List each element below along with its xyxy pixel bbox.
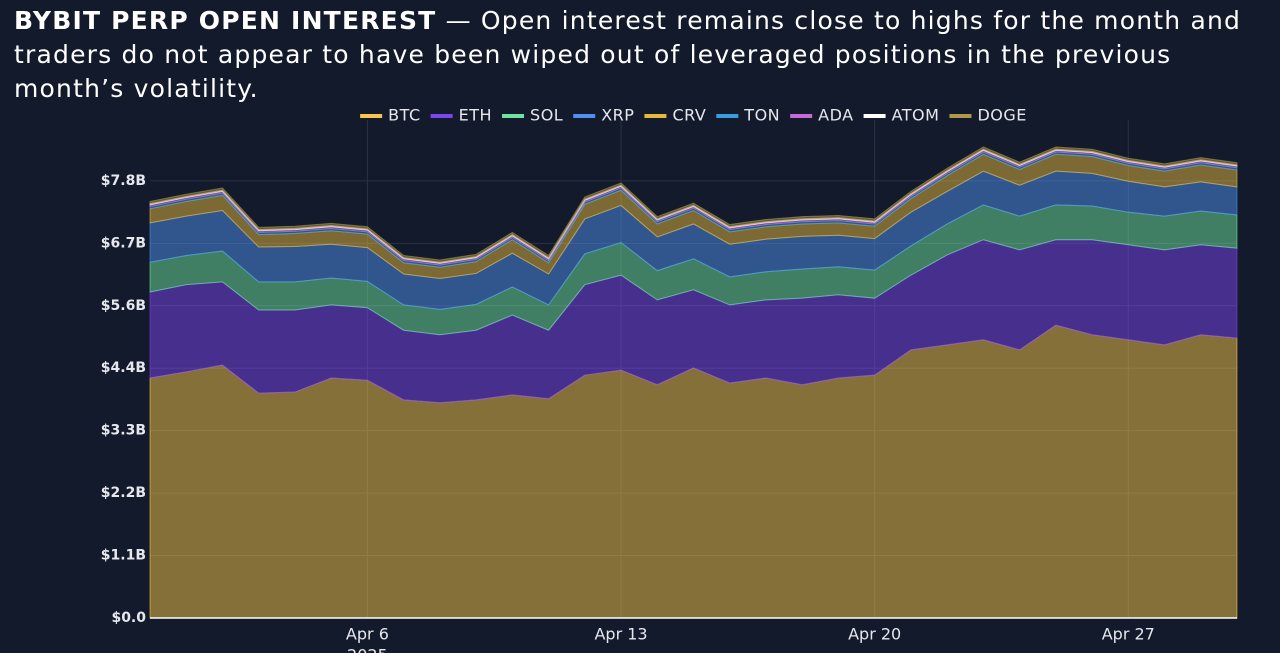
y-tick-label: $6.7B — [101, 235, 146, 251]
x-tick-label: Apr 6 — [346, 625, 389, 644]
x-tick-label: Apr 13 — [594, 625, 647, 644]
y-tick-label: $0.0 — [111, 610, 146, 626]
y-tick-label: $7.8B — [101, 173, 146, 189]
legend-label: TON — [743, 106, 780, 125]
legend-label: CRV — [672, 106, 706, 125]
y-tick-label: $5.6B — [101, 298, 146, 314]
x-tick-label: Apr 27 — [1102, 625, 1155, 644]
legend-label: ATOM — [892, 106, 940, 125]
legend: BTC ETH SOL XRP CRV TON ADA ATOM DOGE — [360, 106, 1026, 125]
x-tick-label: Apr 20 — [848, 625, 901, 644]
y-tick-label: $4.4B — [101, 360, 146, 376]
chart-subtitle: — Open interest remains close to highs f… — [14, 6, 1242, 103]
y-tick-label: $3.3B — [101, 423, 146, 439]
chart-heading: BYBIT PERP OPEN INTEREST — Open interest… — [14, 4, 1276, 106]
legend-label: ETH — [459, 106, 492, 125]
area — [149, 146, 1238, 263]
chart-title: BYBIT PERP OPEN INTEREST — [14, 6, 437, 35]
x-year-label: 2025 — [347, 646, 388, 653]
legend-label: BTC — [388, 106, 420, 125]
legend-label: SOL — [530, 106, 563, 125]
legend-label: ADA — [818, 106, 853, 125]
legend-label: DOGE — [977, 106, 1026, 125]
y-tick-label: $2.2B — [101, 485, 146, 501]
y-tick-label: $1.1B — [101, 548, 146, 564]
legend-label: XRP — [601, 106, 634, 125]
